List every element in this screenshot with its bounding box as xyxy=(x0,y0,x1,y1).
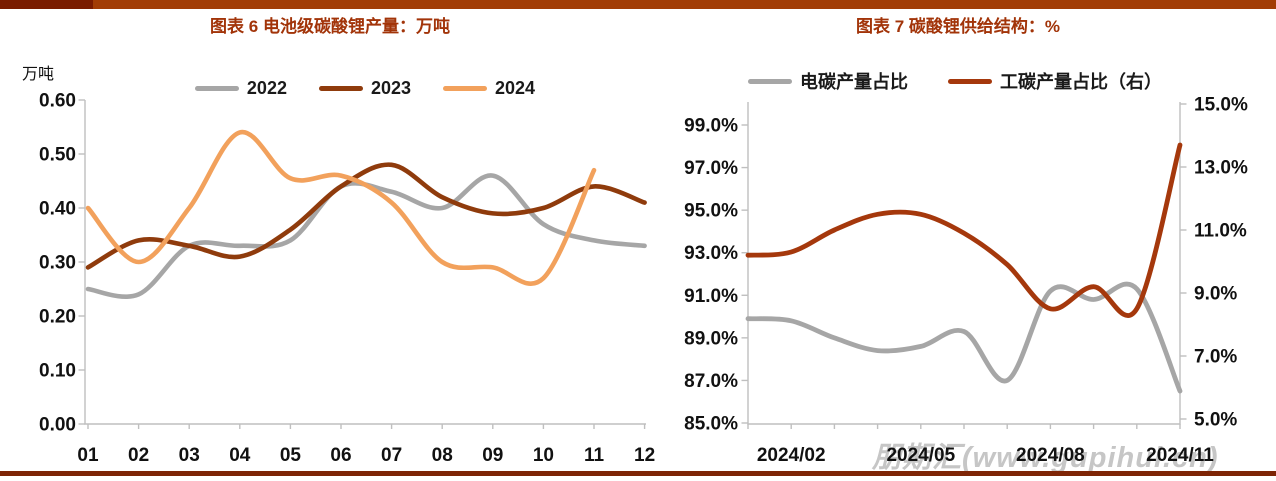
chart1-y-unit-label: 万吨 xyxy=(22,66,55,83)
series-line-工碳产量占比（右） xyxy=(745,142,1183,318)
right-y-tick-label: 7.0% xyxy=(1194,347,1237,368)
x-tick-label: 09 xyxy=(482,445,503,466)
legend-swatch xyxy=(194,86,239,91)
left-y-tick-label: 91.0% xyxy=(684,286,738,307)
chart1-title: 图表 6 电池级碳酸锂产量：万吨 xyxy=(210,17,450,36)
chart1-legend: 2022 2023 2024 xyxy=(85,78,645,99)
legend-item-chart1-0: 2022 xyxy=(194,78,287,99)
chart2-title: 图表 7 碳酸锂供给结构：% xyxy=(855,17,1061,36)
x-tick-label: 03 xyxy=(179,445,200,466)
left-y-tick-label: 99.0% xyxy=(684,116,738,137)
y-tick-label: 0.40 xyxy=(39,199,76,220)
right-y-tick-label: 5.0% xyxy=(1194,410,1237,431)
left-y-tick-label: 95.0% xyxy=(684,201,738,222)
left-y-tick-label: 85.0% xyxy=(684,414,738,435)
legend-item-chart1-2: 2024 xyxy=(443,78,535,99)
x-tick-label: 10 xyxy=(533,445,554,466)
y-tick-label: 0.10 xyxy=(39,361,76,382)
x-tick-label: 12 xyxy=(634,445,655,466)
series-line-电碳产量占比 xyxy=(745,281,1183,394)
legend-swatch xyxy=(318,86,363,91)
right-y-tick-label: 9.0% xyxy=(1194,284,1237,305)
left-y-tick-label: 93.0% xyxy=(684,243,738,264)
left-y-tick-label: 97.0% xyxy=(684,158,738,179)
x-tick-label: 07 xyxy=(381,445,402,466)
legend-label: 电碳产量占比 xyxy=(800,72,908,92)
y-tick-label: 0.60 xyxy=(39,91,76,112)
bottom-bar xyxy=(0,471,1276,476)
top-bar-accent xyxy=(0,0,93,9)
legend-label: 2023 xyxy=(370,78,412,98)
y-tick-label: 0.50 xyxy=(39,145,76,166)
legend-label: 2024 xyxy=(495,78,536,98)
x-tick-label: 2024/02 xyxy=(757,445,826,466)
x-tick-label: 05 xyxy=(280,445,302,466)
legend-item-chart2-0: 电碳产量占比 xyxy=(748,68,908,94)
x-tick-label: 06 xyxy=(330,445,351,466)
series-line-2023 xyxy=(85,162,647,270)
legend-swatch xyxy=(748,78,792,84)
watermark: 朋期汇(www.gupihui.cn) xyxy=(872,442,1219,474)
legend-item-chart1-1: 2023 xyxy=(318,78,412,99)
legend-swatch xyxy=(948,78,992,84)
y-tick-label: 0.30 xyxy=(39,253,76,274)
legend-swatch xyxy=(443,86,488,91)
x-tick-label: 04 xyxy=(229,445,251,466)
right-y-tick-label: 13.0% xyxy=(1194,158,1248,179)
left-y-tick-label: 89.0% xyxy=(684,328,738,349)
y-tick-label: 0.20 xyxy=(39,307,76,328)
left-y-tick-label: 87.0% xyxy=(684,371,738,392)
series-line-2022 xyxy=(85,173,647,300)
legend-label: 2022 xyxy=(246,78,287,98)
top-bar xyxy=(0,0,1276,9)
right-y-tick-label: 11.0% xyxy=(1194,221,1247,242)
legend-label: 工碳产量占比（右） xyxy=(1000,72,1162,92)
x-tick-label: 08 xyxy=(432,445,453,466)
series-line-2024 xyxy=(85,129,597,286)
x-tick-label: 01 xyxy=(77,445,99,466)
right-y-tick-label: 15.0% xyxy=(1194,95,1248,116)
x-tick-label: 11 xyxy=(584,445,605,466)
chart2-legend: 电碳产量占比 工碳产量占比（右） xyxy=(700,68,1210,94)
legend-item-chart2-1: 工碳产量占比（右） xyxy=(948,68,1162,94)
x-tick-label: 02 xyxy=(128,445,149,466)
y-tick-label: 0.00 xyxy=(39,415,76,436)
